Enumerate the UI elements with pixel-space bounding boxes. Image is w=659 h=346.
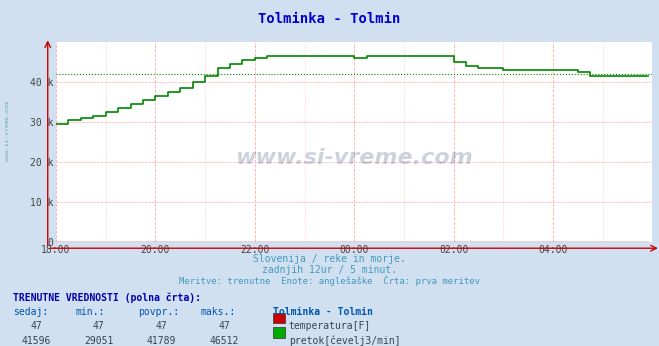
Text: www.si-vreme.com: www.si-vreme.com [5, 101, 11, 162]
Text: 41789: 41789 [147, 336, 176, 346]
Text: min.:: min.: [76, 307, 105, 317]
Text: 29051: 29051 [84, 336, 113, 346]
Text: TRENUTNE VREDNOSTI (polna črta):: TRENUTNE VREDNOSTI (polna črta): [13, 292, 201, 303]
Text: povpr.:: povpr.: [138, 307, 179, 317]
Text: Slovenija / reke in morje.: Slovenija / reke in morje. [253, 254, 406, 264]
Text: 47: 47 [30, 321, 42, 331]
Text: maks.:: maks.: [201, 307, 236, 317]
Text: temperatura[F]: temperatura[F] [289, 321, 371, 331]
Text: Tolminka - Tolmin: Tolminka - Tolmin [273, 307, 374, 317]
Text: Tolminka - Tolmin: Tolminka - Tolmin [258, 12, 401, 26]
Text: www.si-vreme.com: www.si-vreme.com [235, 148, 473, 168]
Text: zadnjih 12ur / 5 minut.: zadnjih 12ur / 5 minut. [262, 265, 397, 275]
Text: Meritve: trenutne  Enote: anglešaške  Črta: prva meritev: Meritve: trenutne Enote: anglešaške Črta… [179, 275, 480, 285]
Text: 47: 47 [156, 321, 167, 331]
Text: sedaj:: sedaj: [13, 307, 48, 317]
Text: 46512: 46512 [210, 336, 239, 346]
Text: 47: 47 [218, 321, 230, 331]
Text: 41596: 41596 [22, 336, 51, 346]
Text: pretok[čevelj3/min]: pretok[čevelj3/min] [289, 336, 400, 346]
Text: 47: 47 [93, 321, 105, 331]
